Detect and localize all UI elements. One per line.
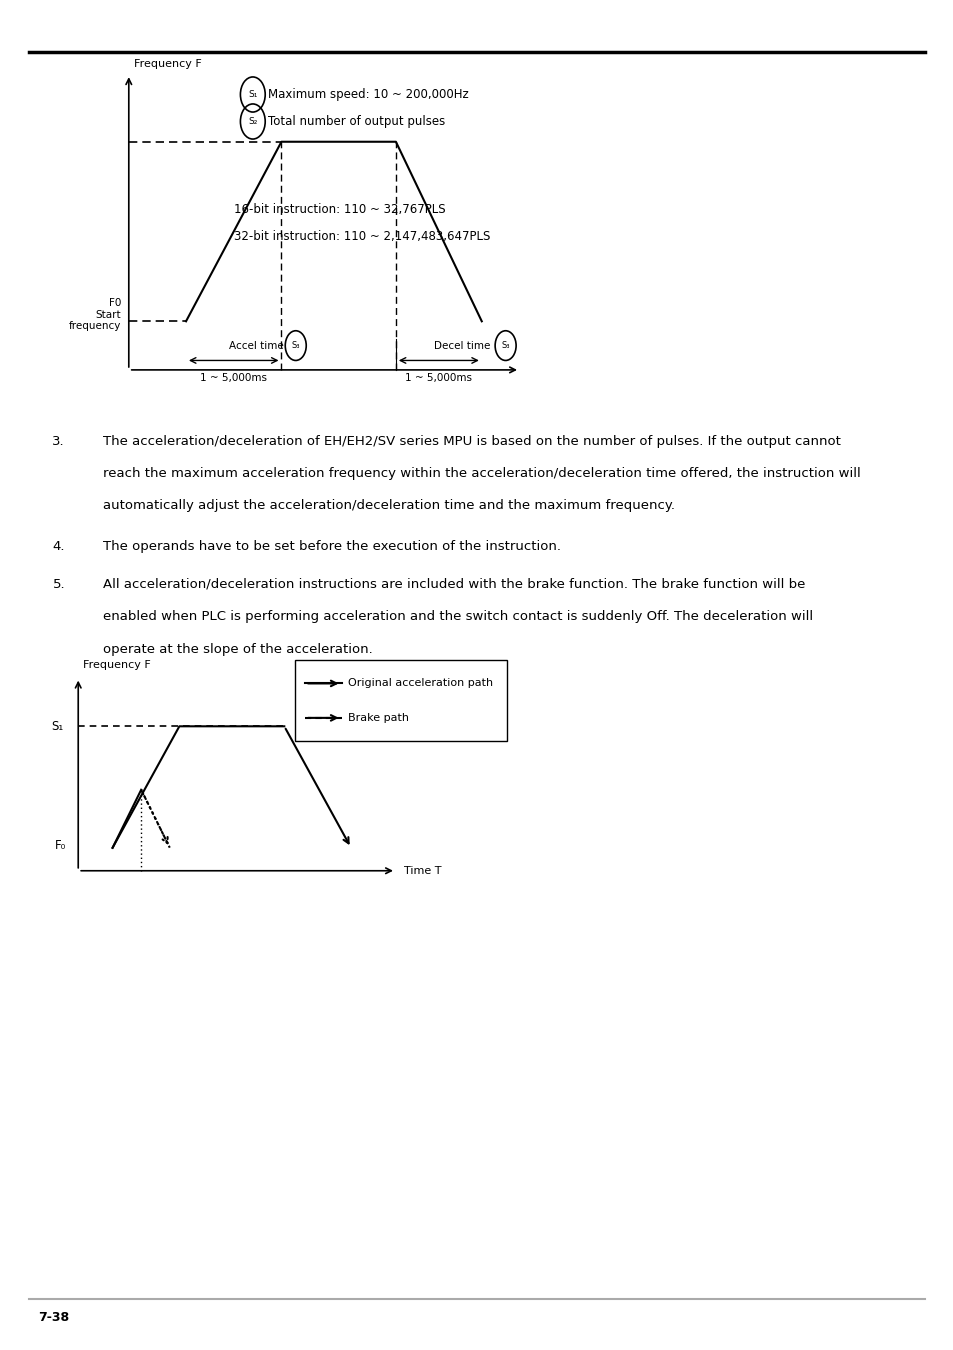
Text: S₁: S₁ xyxy=(51,720,64,733)
Text: S₃: S₃ xyxy=(292,342,299,350)
FancyBboxPatch shape xyxy=(294,660,506,741)
Text: Frequency F: Frequency F xyxy=(133,59,201,69)
Text: Decel time: Decel time xyxy=(434,340,490,351)
Text: All acceleration/deceleration instructions are included with the brake function.: All acceleration/deceleration instructio… xyxy=(103,578,804,591)
Text: Time T: Time T xyxy=(403,865,440,876)
Text: 4.: 4. xyxy=(52,540,65,553)
Text: automatically adjust the acceleration/deceleration time and the maximum frequenc: automatically adjust the acceleration/de… xyxy=(103,500,675,513)
Text: enabled when PLC is performing acceleration and the switch contact is suddenly O: enabled when PLC is performing accelerat… xyxy=(103,610,812,624)
Text: 7-38: 7-38 xyxy=(38,1311,70,1324)
Text: operate at the slope of the acceleration.: operate at the slope of the acceleration… xyxy=(103,643,373,656)
Text: 1 ~ 5,000ms: 1 ~ 5,000ms xyxy=(200,373,267,383)
Text: F0
Start
frequency: F0 Start frequency xyxy=(69,298,121,331)
Text: 5.: 5. xyxy=(52,578,65,591)
Text: The acceleration/deceleration of EH/EH2/SV series MPU is based on the number of : The acceleration/deceleration of EH/EH2/… xyxy=(103,435,840,448)
Text: 3.: 3. xyxy=(52,435,65,448)
Text: F₀: F₀ xyxy=(54,838,66,852)
Text: S₂: S₂ xyxy=(248,117,257,126)
Text: 1 ~ 5,000ms: 1 ~ 5,000ms xyxy=(405,373,472,383)
Text: S₁: S₁ xyxy=(248,90,257,99)
Text: Total number of output pulses: Total number of output pulses xyxy=(268,115,445,128)
Text: Frequency F: Frequency F xyxy=(83,660,151,670)
Text: 32-bit instruction: 110 ~ 2,147,483,647PLS: 32-bit instruction: 110 ~ 2,147,483,647P… xyxy=(233,230,490,243)
Text: Accel time: Accel time xyxy=(229,340,283,351)
Text: The operands have to be set before the execution of the instruction.: The operands have to be set before the e… xyxy=(103,540,560,553)
Text: Maximum speed: 10 ~ 200,000Hz: Maximum speed: 10 ~ 200,000Hz xyxy=(268,88,468,101)
Text: S₃: S₃ xyxy=(501,342,509,350)
Text: 16-bit instruction: 110 ~ 32,767PLS: 16-bit instruction: 110 ~ 32,767PLS xyxy=(233,202,445,216)
Text: reach the maximum acceleration frequency within the acceleration/deceleration ti: reach the maximum acceleration frequency… xyxy=(103,467,860,481)
Text: Original acceleration path: Original acceleration path xyxy=(348,679,493,688)
Text: Brake path: Brake path xyxy=(348,713,409,722)
